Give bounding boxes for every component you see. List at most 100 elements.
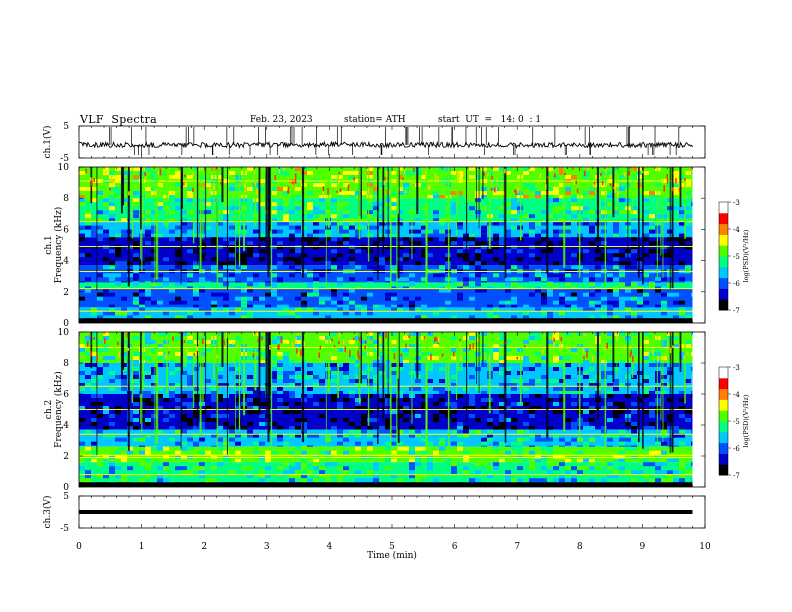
ch2-spectrogram-cell [583,445,589,447]
ch2-spectrogram-cell [391,410,397,414]
ch2-spectrogram-cell [337,383,343,387]
ch1-spectrogram-cell [625,282,631,287]
ch2-spectrogram-cell [661,450,667,455]
ch2-spectrogram-cell [451,422,457,426]
ch2-spectrogram-cell [685,379,691,383]
ch2-spectrogram-cell [385,454,391,459]
ch2-spectrogram-cell [631,410,637,414]
ch2-spectrogram-cell [355,375,361,379]
ch2-spectrogram-gap [692,332,705,487]
ch2-spectrogram-cell [355,344,361,348]
ch2-spectrogram-cell [403,446,409,451]
ch1-spectrogram-cell [313,277,319,282]
ch1-spectrogram-hotspot [192,171,194,175]
ch1-spectrogram-cell [175,175,181,179]
ch2-spectrogram-cell [451,402,457,406]
ch1-spectrogram-cell [631,281,637,283]
ch2-spectrogram-cell [175,363,181,367]
ch2-spectrogram-cell [499,429,505,434]
ch2-spectrogram-cell [475,356,481,360]
ch2-spectrogram-cell [583,470,589,475]
ch2-spectrogram-cell [163,398,169,402]
ch2-spectrogram-cell [367,348,373,352]
ch2-spectrogram-cell [181,454,187,459]
ch1-spectrogram-cell [217,265,223,270]
ch1-spectrogram-cell [625,288,631,293]
ch1-spectrogram-cell [457,281,463,283]
ch2-spectrogram-cell [397,371,403,375]
ch2-spectrogram-cell [379,383,385,387]
ch2-spectrogram-cell [547,363,553,367]
ch1-spectrogram-cell [241,257,247,262]
ch1-spectrogram-hotspot [609,183,612,187]
ch1-spectrogram-cell [481,225,487,230]
ch2-spectrogram-cell [517,441,523,446]
ch1-spectrogram-cell [133,214,139,219]
ch1-spectrogram-cell [325,296,331,301]
ch1-spectrogram-cell [313,214,319,219]
ch1-spectrogram-cell [217,257,223,262]
ch1-spectrogram-hotspot [347,184,350,191]
ch1-spectrogram-cell [295,202,301,207]
ch1-spectrogram-cell [289,245,295,250]
ch1-spectrogram-cell [199,175,205,179]
ch2-spectrogram-cell [115,410,121,414]
ch2-spectrogram-cell [253,391,259,394]
ch2-spectrogram-cell [349,394,355,398]
ch2-spectrogram-cell [535,391,541,394]
ch2-spectrogram-cell [487,454,493,459]
ch1-spectrogram-cell [637,286,643,289]
ch1-spectrogram-cell [415,296,421,301]
ch1-spectrogram-cell [673,221,679,226]
ch2-spectrogram-cell [373,398,379,402]
ch1-spectrogram-cell [655,225,661,230]
ch2-spectrogram-cell [649,352,655,356]
ch1-spectrogram-cell [511,202,517,207]
ch1-spectrogram-cell [217,202,223,207]
ch1-spectrogram-cell [685,245,691,250]
ch2-spectrogram-cell [199,445,205,447]
ch1-spectrogram-cell [601,296,607,301]
ch2-spectrogram-cell [325,433,331,438]
ch2-spectrogram-cell [259,474,265,479]
ch2-spectrogram-cell [649,414,655,418]
ch1-spectrogram-cell [655,183,661,187]
ch2-spectrogram-cell [589,383,595,387]
ch2-spectrogram-hotspot [488,355,491,362]
ch1-spectrogram-cell [85,253,91,258]
ch2-spectrogram-cell [121,466,127,471]
ch2-spectrogram-cell [427,332,433,336]
ch1-spectrogram-colorbar-tick-label: -6 [733,280,740,288]
ch2-spectrogram-cell [451,348,457,352]
ch2-spectrogram-cell [127,446,133,451]
ch2-spectrogram-cell [91,332,97,336]
ch2-spectrogram-cell [79,348,85,352]
ch1-spectrogram-cell [271,304,277,308]
ch2-spectrogram-cell [679,406,685,410]
ch2-spectrogram-cell [481,344,487,348]
ch2-spectrogram-cell [331,394,337,398]
ch1-spectrogram-hotspot [575,180,578,185]
ch1-spectrogram-cell [511,304,517,308]
ch1-spectrogram-hotspot [684,178,686,181]
ch2-spectrogram-cell [451,462,457,467]
ch2-spectrogram-cell [577,454,583,459]
ch1-spectrogram-cell [85,249,91,254]
ch2-spectrogram-cell [79,466,85,471]
ch2-spectrogram-cell [517,466,523,471]
ch1-spectrogram-cell [565,304,571,308]
ch1-spectrogram-cell [85,210,91,215]
ch2-spectrogram-cell [295,474,301,479]
ch2-spectrogram-cell [463,344,469,348]
ch2-spectrogram-cell [181,363,187,367]
ch1-spectrogram-cell [679,307,685,312]
ch1-spectrogram-cell [661,265,667,270]
ch2-spectrogram-cell [253,478,259,483]
ch1-spectrogram-cell [145,241,151,246]
ch1-spectrogram-cell [229,265,235,270]
ch2-spectrogram-cell [439,387,445,391]
ch1-spectrogram-cell [547,311,553,316]
ch1-spectrogram-cell [553,175,559,179]
ch1-spectrogram-cell [685,315,691,319]
ch1-spectrogram-cell [247,286,253,289]
